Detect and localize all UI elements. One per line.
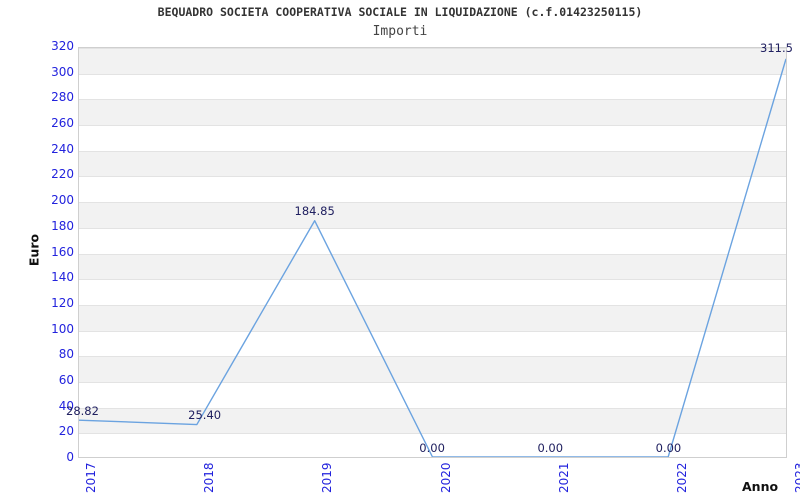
x-axis-title: Anno: [742, 479, 779, 494]
point-value-label: 0.00: [655, 441, 682, 455]
y-axis-title: Euro: [26, 233, 42, 267]
x-tick-label: 2019: [320, 462, 335, 493]
y-tick-label: 100: [51, 321, 74, 336]
series-polyline: [79, 58, 786, 457]
series-line: [79, 58, 786, 457]
gridline: [79, 99, 786, 100]
x-tick-label: 2020: [438, 462, 453, 493]
x-tick-label: 2023: [793, 462, 800, 493]
y-tick-label: 220: [51, 167, 74, 182]
point-value-label: 311.5: [760, 40, 793, 55]
band: [79, 304, 786, 331]
y-tick-label: 260: [51, 116, 74, 131]
gridline: [79, 382, 786, 383]
gridline: [79, 356, 786, 357]
y-tick-label: 240: [51, 141, 74, 156]
point-value-label: 184.85: [294, 203, 335, 218]
y-tick-label: 200: [51, 193, 74, 208]
point-value-label: 25.40: [188, 408, 222, 423]
band: [79, 99, 786, 126]
y-tick-label: 320: [51, 39, 74, 53]
y-tick-label: 20: [58, 424, 74, 439]
chart-subtitle: Importi: [372, 24, 428, 39]
x-tick-label: 2017: [84, 462, 98, 493]
chart-title: BEQUADRO SOCIETA COOPERATIVA SOCIALE IN …: [157, 5, 643, 19]
gridline: [79, 74, 786, 75]
plot-area: [78, 47, 787, 458]
y-tick-label: 0: [66, 450, 74, 464]
gridline: [79, 151, 786, 152]
gridline: [79, 305, 786, 306]
y-axis-ticks: 0 20 40 60 80 100 120 140 160 180 200 220 240 260 280 3…: [8, 0, 74, 500]
gridline: [79, 408, 786, 409]
gridline: [79, 48, 786, 49]
y-tick-label: 160: [51, 244, 74, 259]
band: [79, 356, 786, 382]
gridline: [79, 279, 786, 280]
gridline: [79, 433, 786, 434]
y-tick-label: 80: [58, 347, 74, 362]
gridline: [79, 228, 786, 229]
x-tick-label: 2022: [674, 462, 689, 493]
band: [79, 407, 786, 434]
gridline: [79, 202, 786, 203]
gridline: [79, 176, 786, 177]
gridline: [79, 254, 786, 255]
y-tick-label: 300: [51, 64, 74, 79]
point-value-label: 28.82: [66, 403, 99, 418]
y-tick-label: 60: [58, 372, 74, 387]
band: [79, 253, 786, 280]
x-tick-label: 2018: [202, 462, 217, 493]
y-tick-label: 140: [51, 270, 74, 285]
band: [79, 202, 786, 228]
y-tick-label: 120: [51, 295, 74, 310]
gridline: [79, 125, 786, 126]
y-tick-label: 180: [51, 218, 74, 233]
y-tick-label: 280: [51, 90, 74, 105]
gridline: [79, 331, 786, 332]
y-tick-label: 40: [58, 398, 74, 413]
x-tick-label: 2021: [556, 462, 571, 493]
band: [79, 48, 786, 74]
point-value-label: 0.00: [419, 441, 445, 455]
point-value-label: 0.00: [537, 441, 564, 455]
band: [79, 150, 786, 177]
